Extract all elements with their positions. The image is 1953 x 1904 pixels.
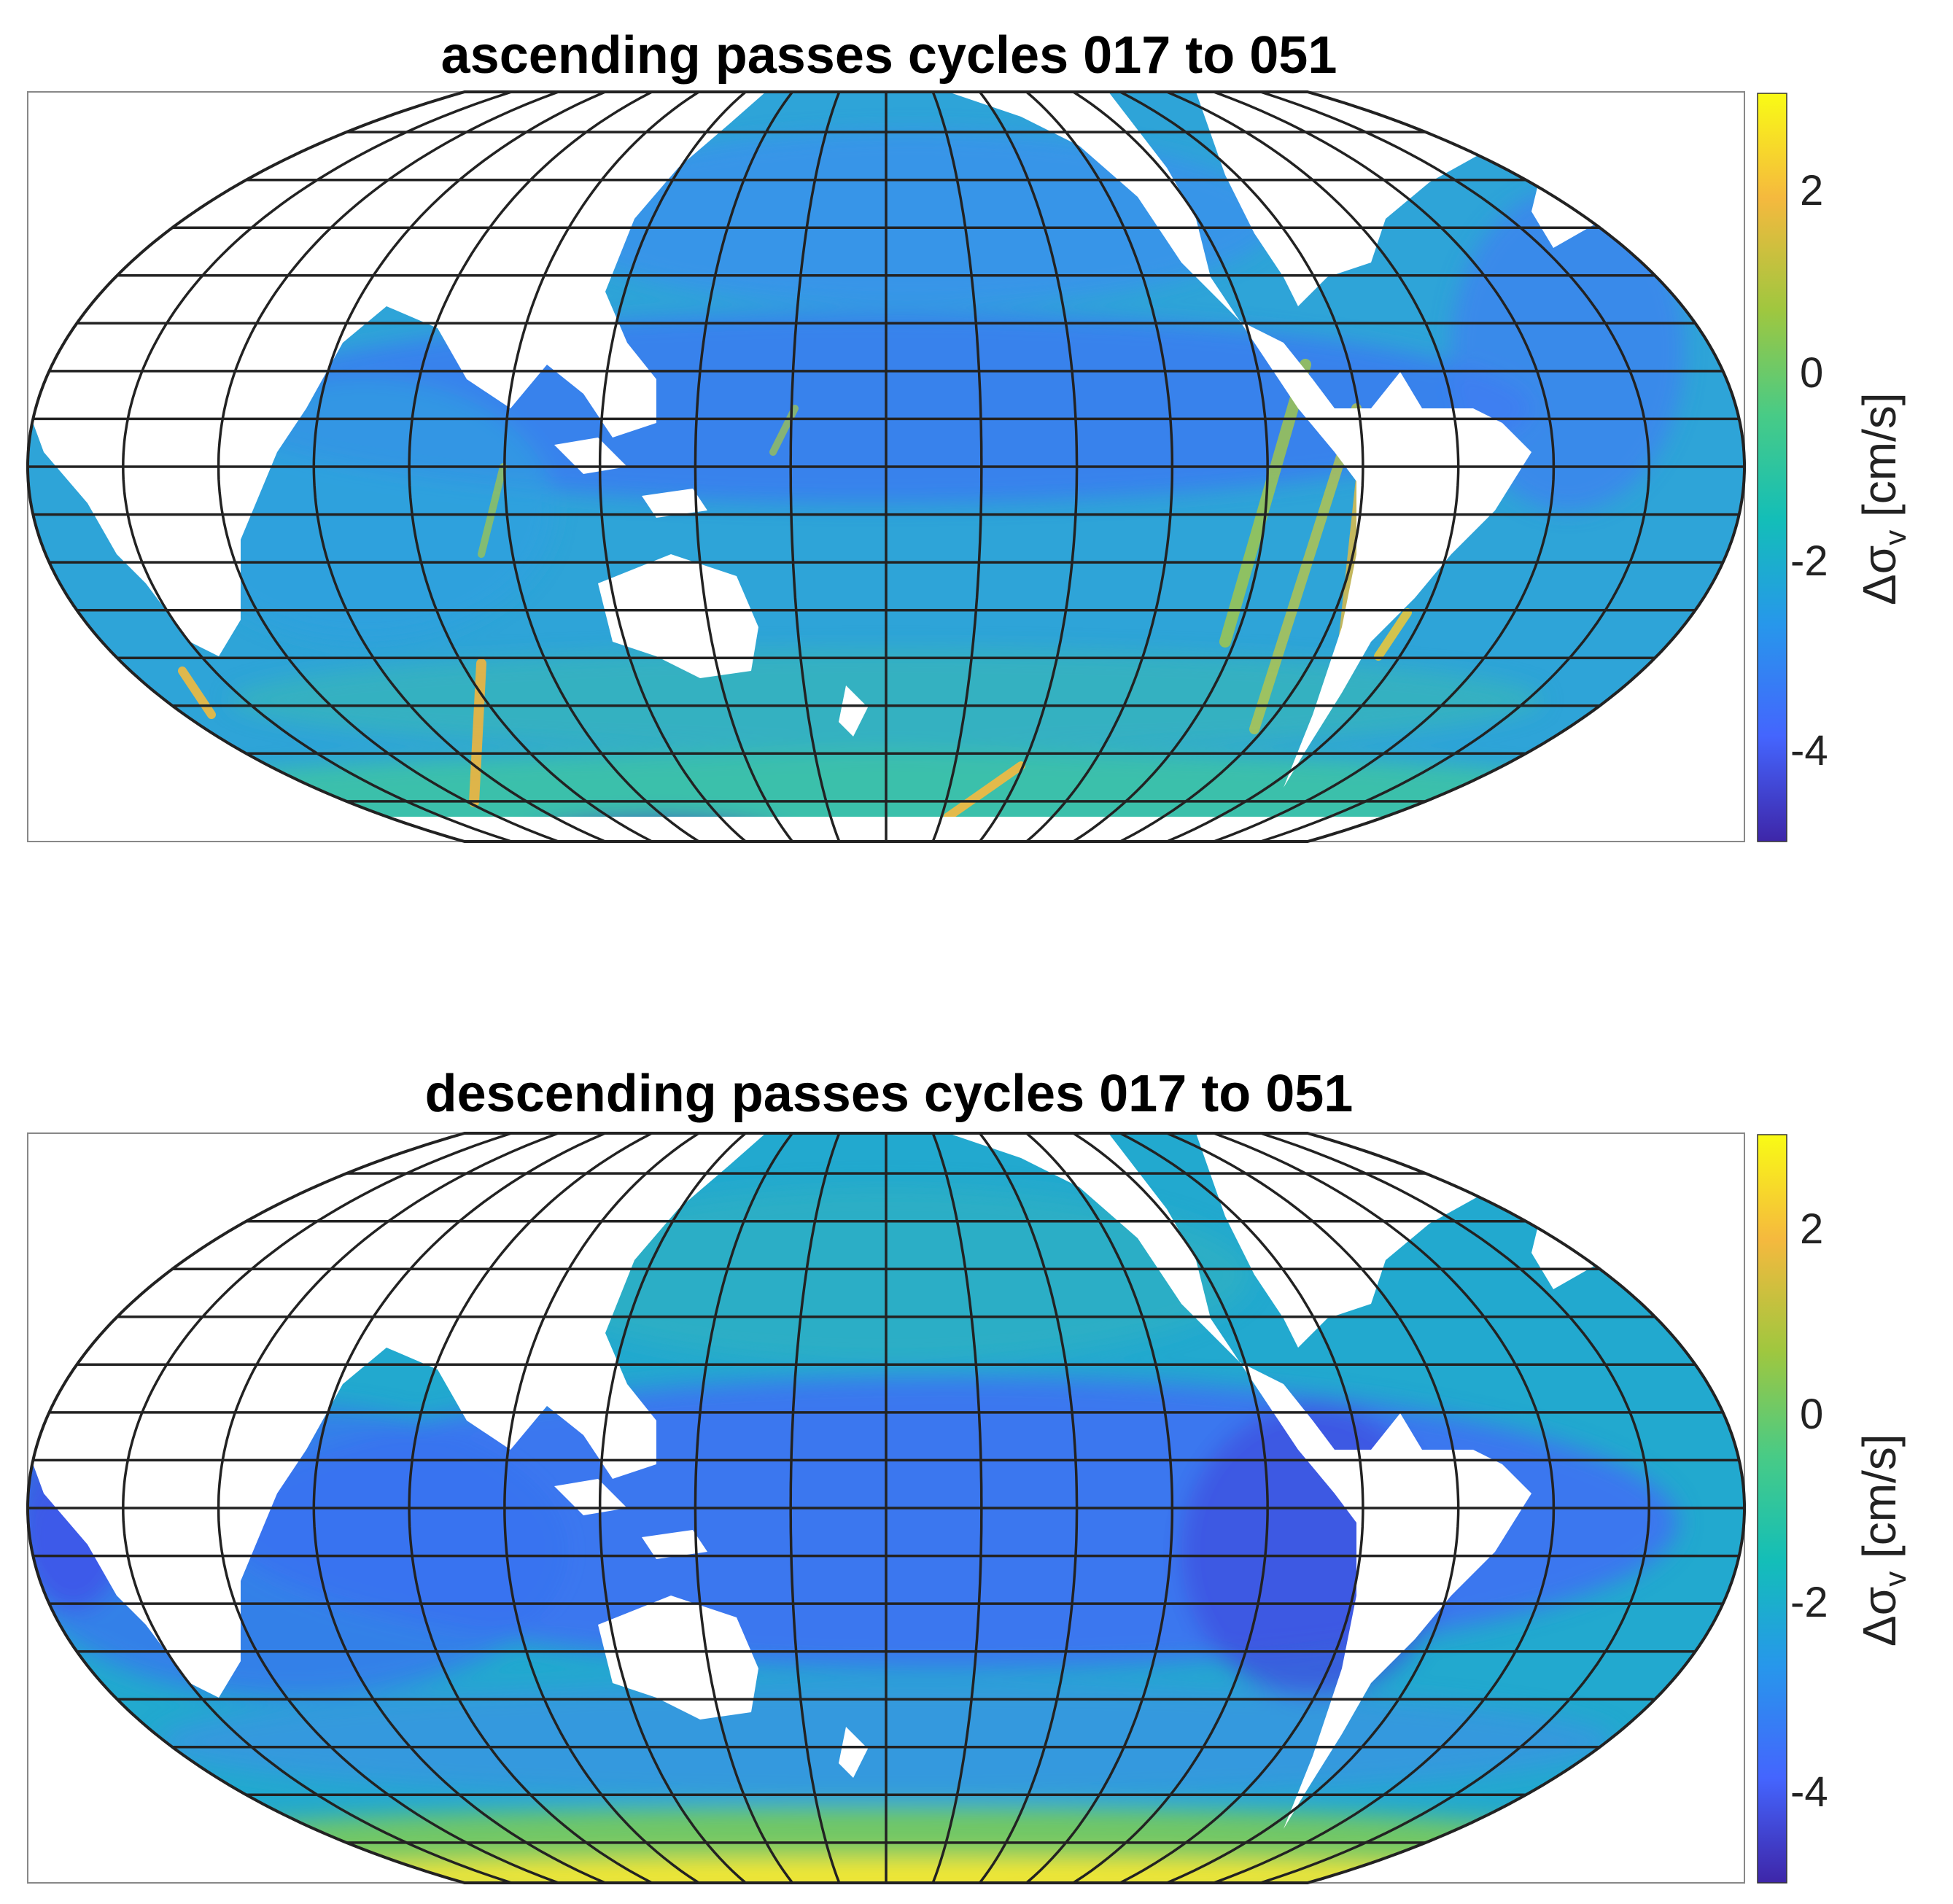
colorbar-tick: -4 (1790, 727, 1828, 774)
graticule (26, 90, 1746, 843)
colorbar-tick: 0 (1800, 1391, 1824, 1438)
colorbar-label-subscript: v (1877, 529, 1912, 545)
colorbar-tick: 2 (1800, 167, 1824, 214)
map-descending (26, 1132, 1787, 1884)
colorbar-label-symbol: Δσ (1853, 545, 1906, 605)
colorbar-label-unit: [cm/s] (1853, 392, 1906, 517)
graticule (26, 1132, 1746, 1884)
colorbar-label-symbol: Δσ (1853, 1586, 1906, 1647)
ocean-field (28, 1133, 1744, 1883)
colorbar-label-unit: [cm/s] (1853, 1434, 1906, 1558)
panel-ascending: ascending passes cycles 017 to 051 (0, 0, 1953, 860)
colorbar-label: Δσv [cm/s] (1852, 392, 1913, 605)
colorbar-tick: -2 (1790, 1579, 1828, 1626)
colorbar-label-subscript: v (1877, 1571, 1912, 1587)
colorbar (1757, 93, 1787, 842)
colorbar-tick: 2 (1800, 1205, 1824, 1253)
colorbar-tick: -2 (1790, 537, 1828, 585)
panel-title: ascending passes cycles 017 to 051 (440, 26, 1337, 85)
colorbar-tick: -4 (1790, 1768, 1828, 1816)
colorbar (1757, 1134, 1787, 1884)
panel-title: descending passes cycles 017 to 051 (424, 1065, 1354, 1123)
colorbar-label: Δσv [cm/s] (1852, 1434, 1913, 1647)
panel-descending: descending passes cycles 017 to 051 (0, 1041, 1953, 1904)
map-ascending (26, 90, 1787, 843)
colorbar-tick: 0 (1800, 349, 1824, 397)
